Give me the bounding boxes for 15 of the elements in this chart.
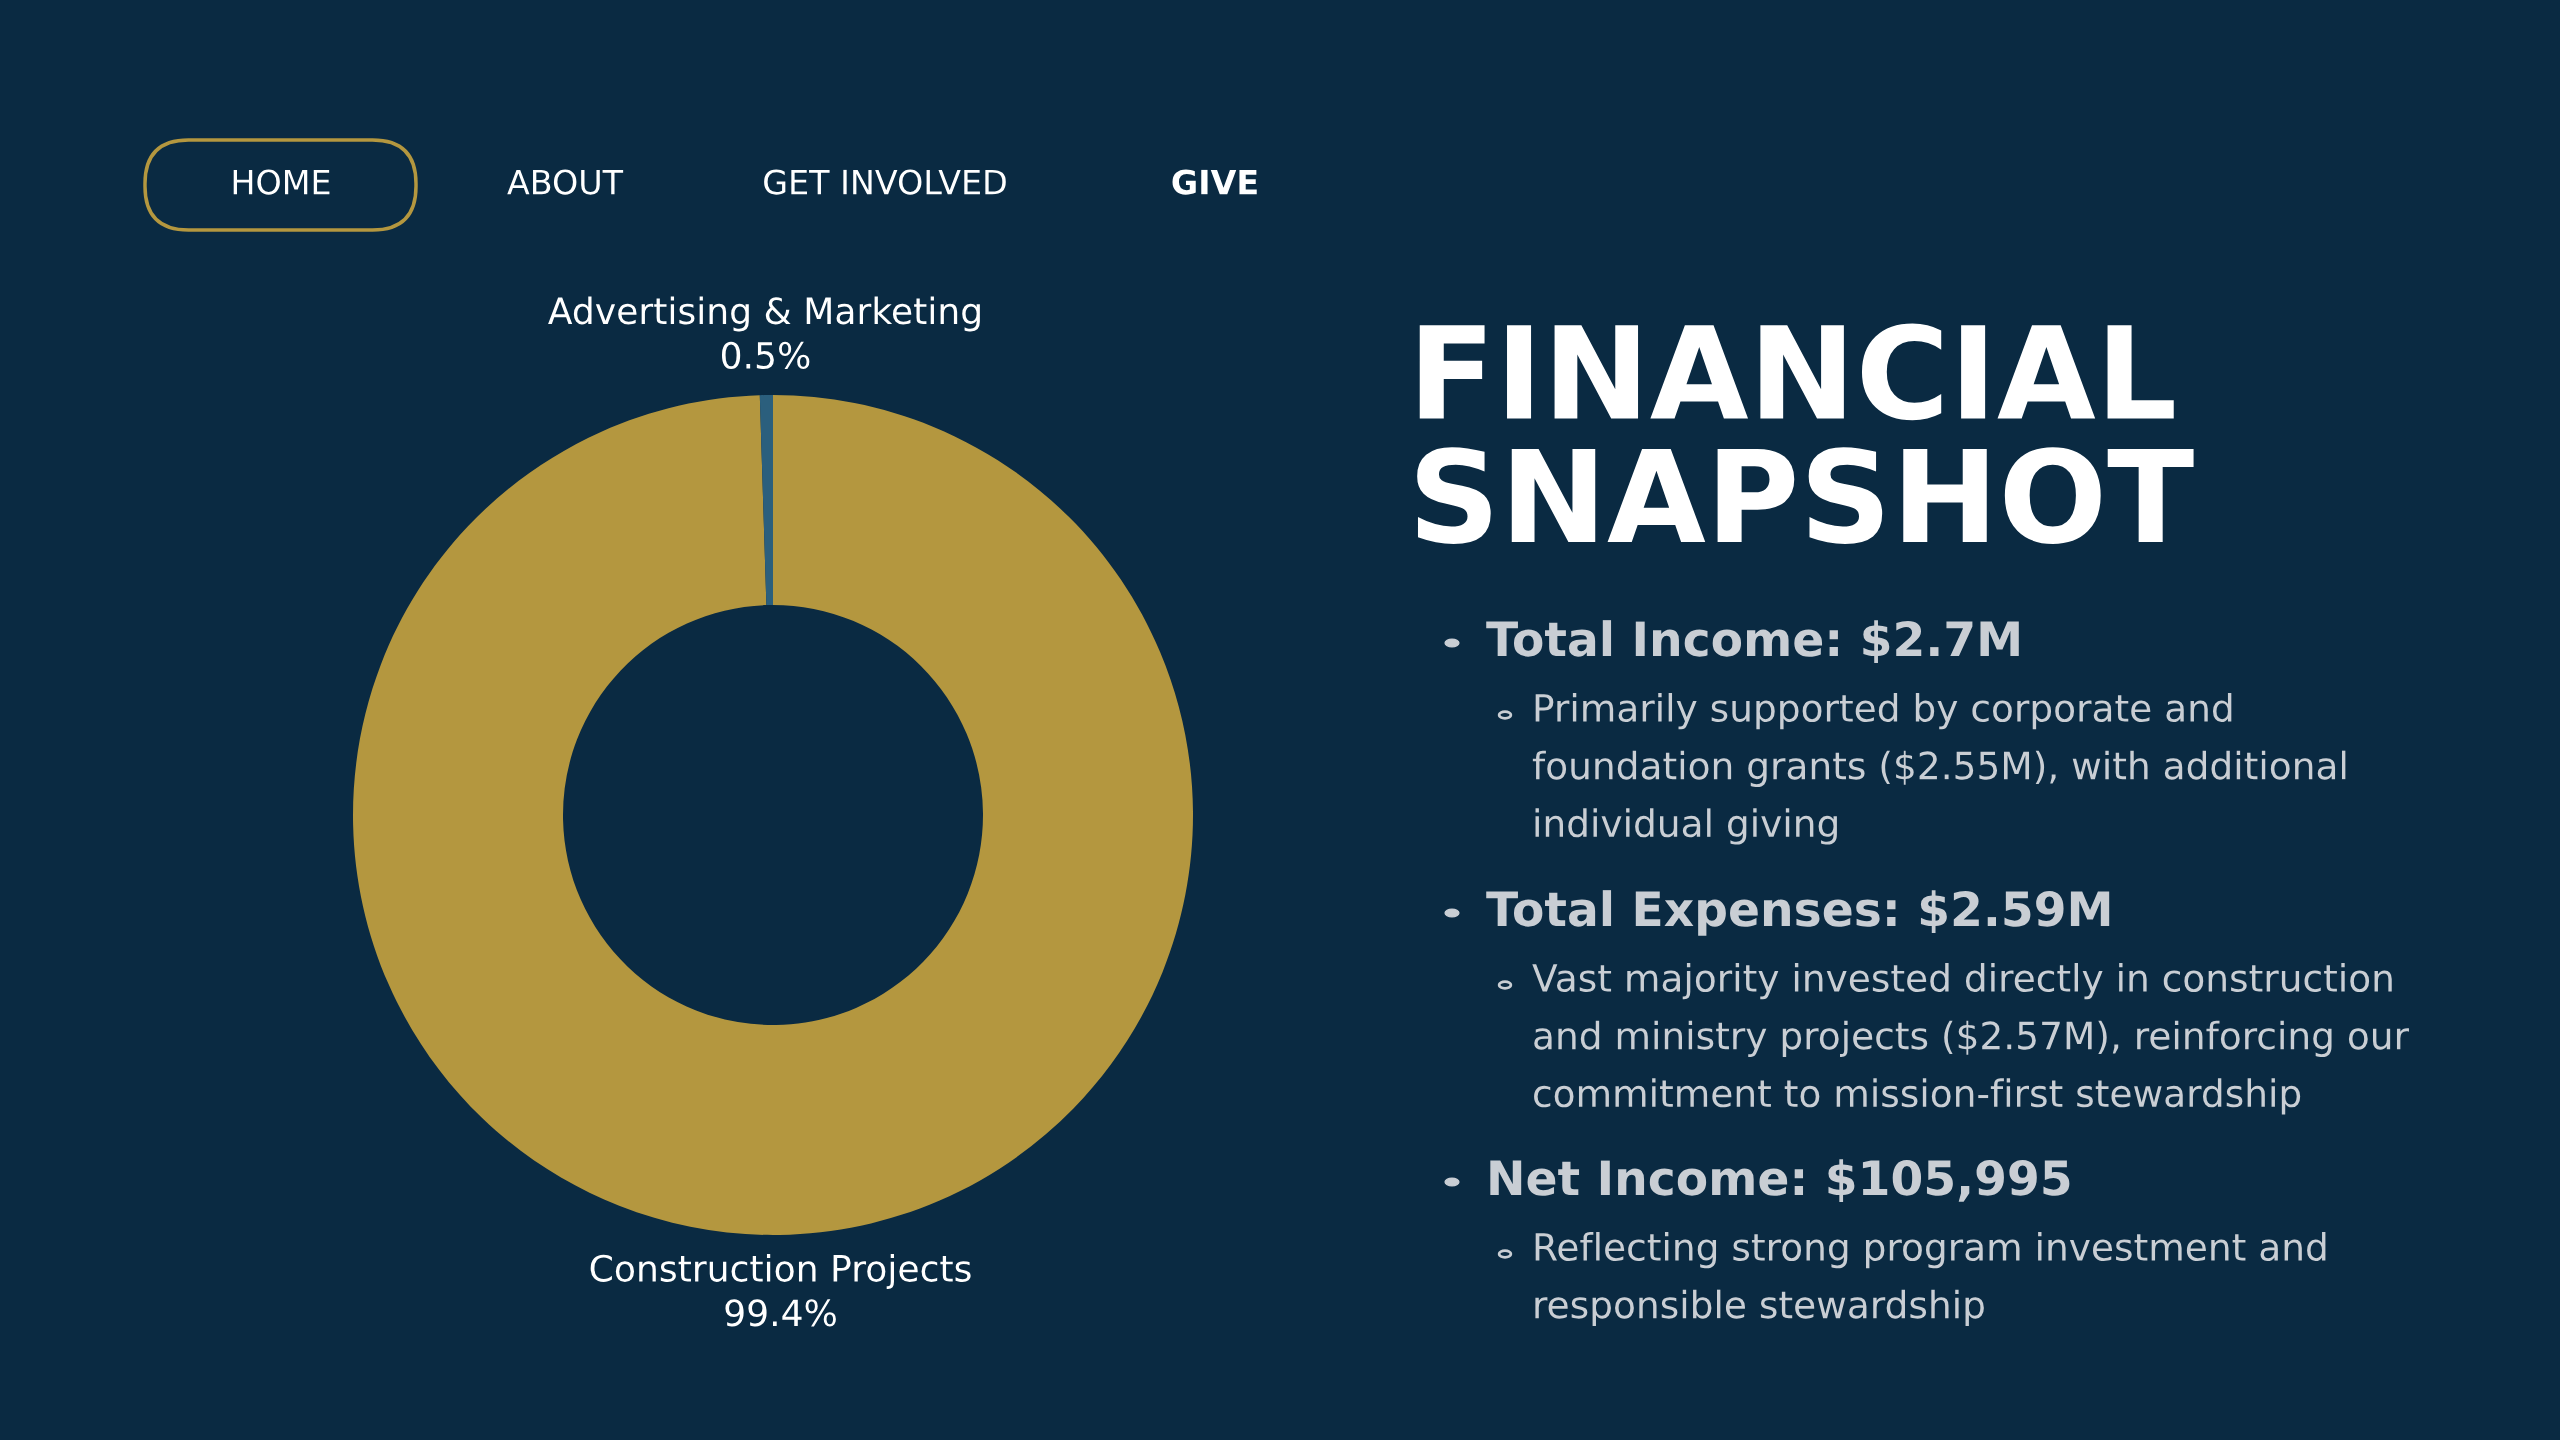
text: HOME <box>233 169 330 195</box>
slice-label: Construction Projects <box>590 1253 971 1289</box>
text: ABOUT <box>507 169 624 195</box>
text: Total Expenses: $2.59M <box>1486 890 2110 936</box>
slice-label: Advertising & Marketing <box>548 296 980 332</box>
text: Vast majority invested directly in construction and ministry projects ($2.57M), reinforcing our commitment to mission-first stewardship <box>1532 963 2409 1115</box>
data-label: 99.4% <box>725 1299 836 1327</box>
text: FINANCIAL SNAPSHOT <box>1417 323 2194 544</box>
text: Reflecting strong program investment and responsible stewardship <box>1535 1232 2326 1326</box>
text: GET INVOLVED <box>764 169 1006 195</box>
text: Total Income: $2.7M <box>1486 620 2019 663</box>
data-label: 0.5% <box>721 341 810 370</box>
text: Primarily supported by corporate and foundation grants ($2.55M), with additional individual giving <box>1532 693 2346 845</box>
text: GIVE <box>1172 169 1257 195</box>
text: Net Income: $105,995 <box>1490 1159 2070 1202</box>
